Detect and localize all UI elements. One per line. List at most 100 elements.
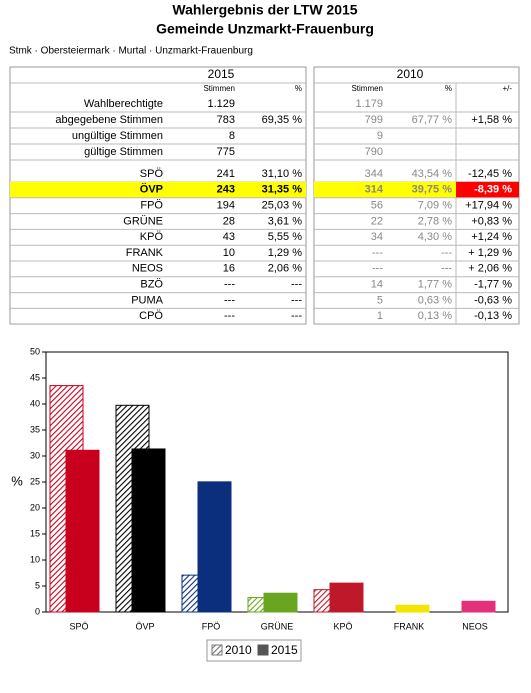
subtitle: Gemeinde Unzmarkt-Frauenburg	[156, 21, 374, 37]
table-cell: CPÖ	[139, 310, 163, 322]
table-cell: NEOS	[132, 263, 163, 275]
legend-swatch	[257, 644, 269, 656]
bar	[461, 600, 496, 613]
column-header: Stimmen	[351, 84, 383, 93]
table-cell: Wahlberechtigte	[84, 98, 163, 110]
table-cell: 3,61 %	[268, 215, 302, 227]
y-tick-label: 0	[35, 606, 40, 616]
bar	[65, 449, 100, 613]
x-tick-label: GRÜNE	[261, 621, 294, 631]
table-cell: 16	[223, 263, 235, 275]
table-cell: 0,63 %	[418, 294, 452, 306]
table-cell: 5	[377, 294, 383, 306]
y-tick-label: 45	[30, 372, 40, 382]
y-tick-label: 30	[30, 450, 40, 460]
table-cell: GRÜNE	[123, 215, 163, 227]
table-cell: 69,35 %	[262, 114, 303, 126]
table-cell: KPÖ	[140, 231, 164, 243]
legend-label: 2015	[271, 643, 298, 657]
table-cell: 22	[371, 215, 383, 227]
legend-box	[206, 639, 302, 662]
legend-swatch	[211, 644, 223, 656]
x-tick-label: FRANK	[394, 621, 425, 631]
table-cell: 783	[217, 114, 235, 126]
bar	[395, 604, 430, 613]
table-cell: 194	[217, 200, 235, 212]
x-tick-label: KPÖ	[333, 621, 352, 631]
table-cell: 10	[223, 247, 235, 259]
x-tick-label: ÖVP	[135, 621, 154, 631]
table-cell: ---	[224, 294, 235, 306]
table-cell: + 2,06 %	[468, 263, 512, 275]
table-cell: -0,63 %	[474, 294, 512, 306]
table-cell: +1,58 %	[471, 114, 512, 126]
table-cell: ---	[441, 247, 452, 259]
table-cell: -0,13 %	[474, 310, 512, 322]
table-cell: ÖVP	[140, 183, 163, 196]
table-cell: 2,78 %	[418, 215, 452, 227]
table-cell: 5,55 %	[268, 231, 302, 243]
table-cell: 8	[229, 130, 235, 142]
table-cell: 56	[371, 200, 383, 212]
table-cell: 1.129	[207, 98, 235, 110]
table-cell: 1.179	[355, 98, 383, 110]
table-cell: abgegebene Stimmen	[55, 114, 163, 126]
table-cell: 1,77 %	[418, 279, 452, 291]
table-cell: 2,06 %	[268, 263, 302, 275]
group-header: 2015	[208, 67, 235, 81]
table-cell: 775	[217, 146, 235, 158]
table-cell: 31,35 %	[262, 184, 303, 196]
y-tick-label: 50	[30, 346, 40, 356]
table-cell: 314	[365, 184, 384, 196]
column-header: %	[445, 84, 452, 93]
table-cell: ---	[372, 247, 383, 259]
table-cell: FRANK	[126, 247, 164, 259]
table-cell: 34	[371, 231, 383, 243]
table-cell: 28	[223, 215, 235, 227]
table-cell: ---	[372, 263, 383, 275]
group-header: 2010	[397, 67, 424, 81]
legend-label: 2010	[225, 643, 252, 657]
row-highlight	[10, 181, 306, 198]
table-cell: 39,75 %	[412, 184, 453, 196]
table-cell: ---	[224, 310, 235, 322]
table-cell: 4,30 %	[418, 231, 452, 243]
table-cell: FPÖ	[140, 200, 163, 212]
table-cell: -8,39 %	[474, 184, 512, 196]
table-cell: 31,10 %	[262, 168, 303, 180]
table-cell: ---	[224, 279, 235, 291]
x-tick-label: FPÖ	[202, 621, 221, 631]
y-tick-label: 10	[30, 554, 40, 564]
bar	[197, 481, 232, 613]
table-cell: 1	[377, 310, 383, 322]
row-highlight	[314, 181, 456, 198]
table-cell: ---	[291, 279, 302, 291]
column-header: +/-	[502, 84, 512, 93]
bar	[329, 582, 364, 613]
table-cell: 7,09 %	[418, 200, 452, 212]
plot-frame	[45, 351, 509, 613]
y-axis-label: %	[11, 473, 23, 488]
table-cell: 43	[223, 231, 235, 243]
column-header: %	[295, 84, 302, 93]
table-cell: ---	[291, 294, 302, 306]
table-cell: BZÖ	[140, 279, 163, 291]
table-cell: +17,94 %	[465, 200, 512, 212]
table-cell: +0,83 %	[471, 215, 512, 227]
column-header: Stimmen	[203, 84, 235, 93]
table-cell: ungültige Stimmen	[72, 130, 163, 142]
table-cell: 790	[365, 146, 383, 158]
x-tick-label: NEOS	[462, 621, 488, 631]
table-cell: ---	[441, 263, 452, 275]
breadcrumb: Stmk · Obersteiermark · Murtal · Unzmark…	[9, 46, 253, 57]
table-cell: +1,24 %	[471, 231, 512, 243]
table-cell: -12,45 %	[468, 168, 512, 180]
table-cell: + 1,29 %	[468, 247, 512, 259]
y-tick-label: 15	[30, 528, 40, 538]
table-cell: 1,29 %	[268, 247, 302, 259]
y-tick-label: 35	[30, 424, 40, 434]
title: Wahlergebnis der LTW 2015	[172, 2, 357, 18]
y-tick-label: 20	[30, 502, 40, 512]
table-cell: 25,03 %	[262, 200, 303, 212]
